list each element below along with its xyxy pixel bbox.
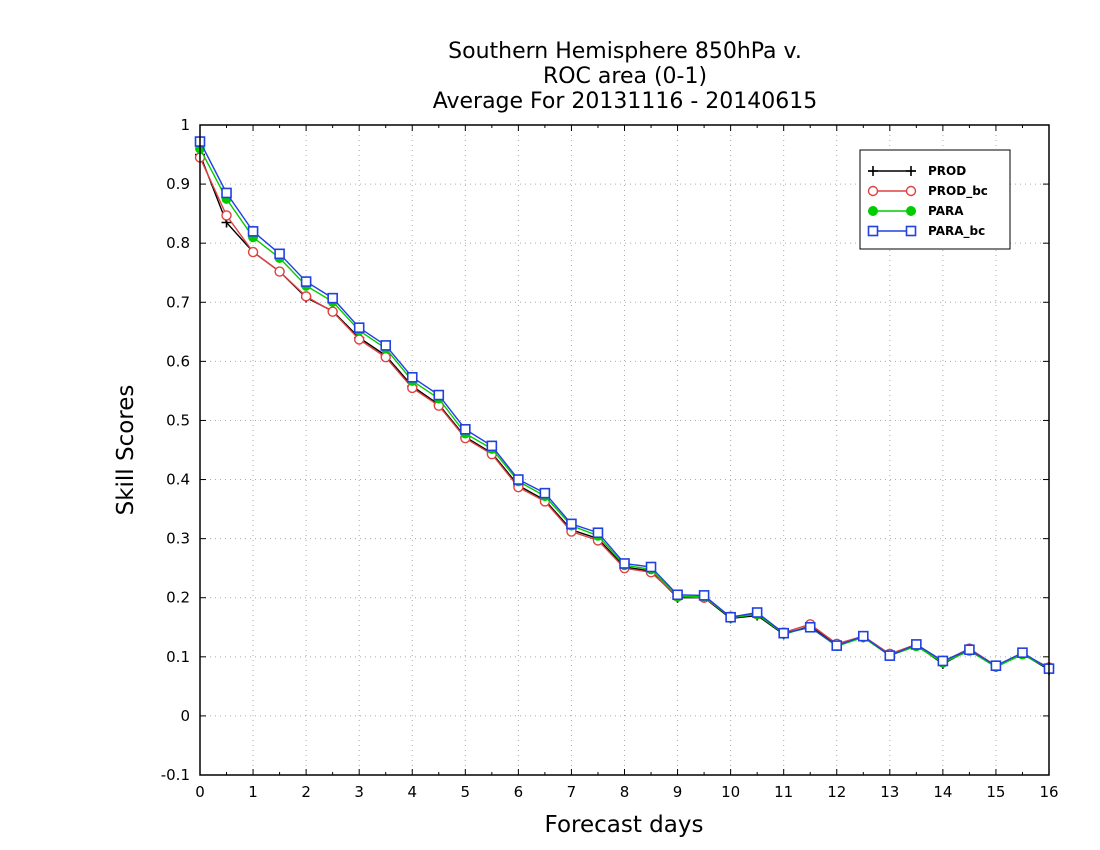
y-tick-label: 0.4 [166,471,190,489]
data-point [539,487,551,499]
data-point [1017,647,1028,658]
y-axis-label: Skill Scores [113,385,139,516]
legend-marker [906,166,916,176]
data-point [221,187,232,199]
data-point [380,340,392,351]
legend-marker [905,185,917,197]
x-tick-label: 2 [301,783,311,801]
x-axis-label: Forecast days [545,812,704,838]
grid-lines [200,125,1049,775]
data-point [433,389,445,401]
data-point [725,611,736,623]
y-tick-label: 0.6 [166,352,190,370]
x-tick-label: 14 [933,783,952,801]
data-point [247,226,259,237]
legend-marker [868,166,878,176]
legend-label: PROD_bc [928,184,988,199]
legend-marker [868,206,878,216]
data-point [645,561,657,573]
data-point [937,655,949,667]
x-tick-label: 0 [195,783,205,801]
legend-marker [906,206,916,216]
data-point [300,276,312,287]
legend: PROD PROD_bc PARA PARA_bc [859,149,1011,250]
data-point [513,474,524,485]
y-tick-label: -0.1 [161,766,190,784]
plot-frame [199,124,1050,776]
title-line-3: Average For 20131116 - 20140615 [433,89,818,114]
y-tick-label: 0.1 [166,648,190,666]
legend-entry: PARA [868,204,964,218]
legend-marker [905,225,917,237]
data-point [964,644,975,656]
data-point [327,306,338,317]
data-point [884,650,896,661]
data-point [831,640,843,651]
x-tick-label: 9 [673,783,683,801]
data-point [460,424,471,435]
y-tick-label: 0 [180,707,190,725]
data-point [619,558,630,569]
data-point [990,660,1002,671]
data-point [486,440,498,452]
x-tick-label: 16 [1039,783,1058,801]
title-line-2: ROC area (0-1) [543,64,707,89]
x-tick-label: 6 [514,783,524,801]
legend-label: PARA_bc [928,224,985,239]
y-tick-label: 0.3 [166,530,190,548]
data-point [247,246,259,258]
legend-marker [867,225,879,237]
data-point [406,372,418,383]
y-tick-label: 0.5 [166,411,190,429]
data-point [592,527,604,539]
data-point [751,607,763,618]
x-tick-label: 8 [620,783,630,801]
x-tick-label: 1 [248,783,258,801]
data-point [566,518,577,530]
data-point [274,248,285,260]
axis-ticks: 0 1 2 3 4 5 6 7 8 9 10 11 12 13 14 15 16-0.100.10.20.30.… [161,116,1059,801]
x-tick-label: 12 [827,783,846,801]
legend-box [859,149,1011,250]
legend-entry: PROD [868,164,966,178]
x-tick-label: 5 [461,783,471,801]
legend-entry: PROD_bc [867,184,988,199]
data-point [804,621,816,633]
data-point [353,322,365,333]
series-layer [194,136,1055,675]
data-point [698,590,710,601]
chart-title: Southern Hemisphere 850hPa v. ROC area (… [433,39,818,114]
x-tick-label: 7 [567,783,577,801]
y-tick-label: 0.7 [166,293,190,311]
x-tick-label: 15 [986,783,1005,801]
legend-marker [867,185,879,197]
y-tick-label: 0.9 [166,175,190,193]
data-point [911,639,922,650]
data-point [857,630,869,642]
legend-entry: PARA_bc [867,224,985,239]
series-para-bc [194,136,1055,674]
data-point [274,266,285,277]
data-point [221,210,232,221]
data-point [672,589,683,601]
y-tick-label: 0.8 [166,234,190,252]
x-tick-label: 4 [407,783,417,801]
x-tick-label: 11 [774,783,793,801]
x-tick-label: 3 [354,783,364,801]
y-tick-label: 1 [180,116,190,134]
x-tick-label: 10 [721,783,740,801]
legend-label: PROD [928,164,966,178]
data-point [778,627,789,639]
legend-label: PARA [928,204,964,218]
title-line-1: Southern Hemisphere 850hPa v. [448,39,802,64]
data-point [327,292,338,304]
x-tick-label: 13 [880,783,899,801]
y-tick-label: 0.2 [166,589,190,607]
data-point [353,334,365,345]
data-point [380,352,391,363]
data-point [300,291,312,302]
